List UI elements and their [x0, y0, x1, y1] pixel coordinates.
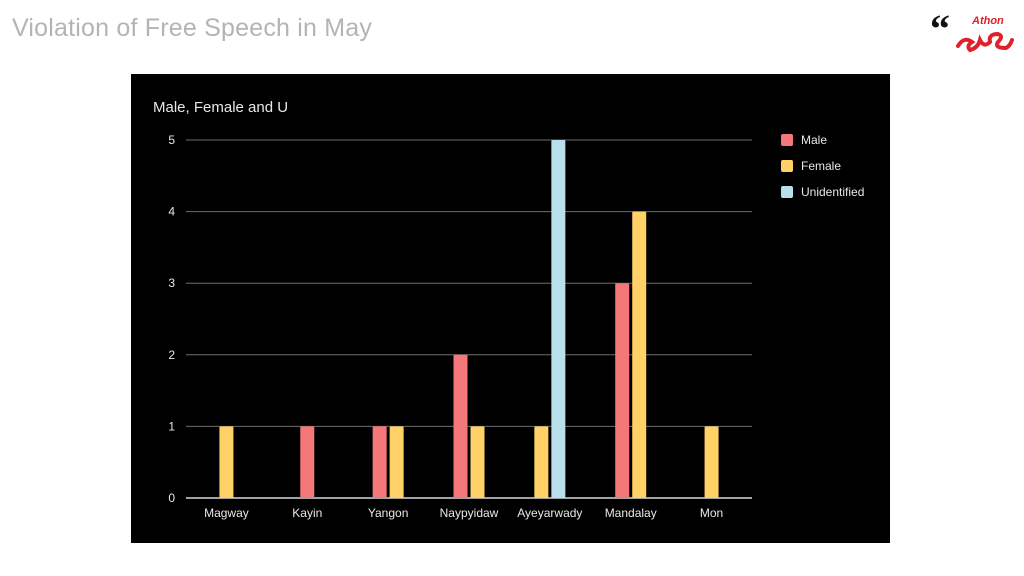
- bar-unidentified-ayeyarwady: [551, 140, 566, 498]
- bar-chart: Male, Female and U 0 1 2 3 4 5 Magway Kayin Yan…: [153, 99, 864, 520]
- gridlines: [186, 139, 752, 499]
- legend-swatch-male: [781, 134, 793, 146]
- chart-panel: Male, Female and U 0 1 2 3 4 5 Magway Kayin Yan…: [131, 74, 890, 543]
- x-tick-label: Kayin: [292, 506, 322, 520]
- x-tick-label: Mon: [700, 506, 723, 520]
- bar-female-mandalay: [632, 211, 647, 498]
- slide-title: Violation of Free Speech in May: [12, 14, 373, 42]
- bar-female-ayeyarwady: [534, 426, 549, 498]
- legend-label-male: Male: [801, 133, 827, 147]
- x-tick-label: Ayeyarwady: [517, 506, 582, 520]
- brand-logo-graphic: “ Athon: [930, 6, 1014, 53]
- bar-female-naypyidaw: [470, 426, 485, 498]
- bar-male-yangon: [372, 426, 387, 498]
- chart-title: Male, Female and U: [153, 99, 288, 116]
- logo-script-flourish: [956, 31, 1014, 53]
- brand-logo: “ Athon: [928, 6, 1020, 58]
- bar-female-mon: [704, 426, 719, 498]
- bar-female-magway: [219, 426, 234, 498]
- y-axis-tick-labels: 0 1 2 3 4 5: [168, 133, 175, 505]
- y-tick-label: 4: [168, 205, 175, 219]
- legend-swatch-female: [781, 160, 793, 172]
- x-axis-tick-labels: Magway Kayin Yangon Naypyidaw Ayeyarwady Mand…: [204, 506, 723, 520]
- y-tick-label: 0: [168, 491, 175, 505]
- bar-male-naypyidaw: [453, 354, 468, 498]
- bar-female-yangon: [389, 426, 404, 498]
- quote-mark-glyph: “: [930, 6, 950, 51]
- y-tick-label: 3: [168, 276, 175, 290]
- x-tick-label: Naypyidaw: [440, 506, 499, 520]
- y-tick-label: 1: [168, 419, 175, 433]
- x-tick-label: Magway: [204, 506, 249, 520]
- legend: Male Female Unidentified: [781, 133, 864, 199]
- x-tick-label: Yangon: [368, 506, 408, 520]
- legend-label-unidentified: Unidentified: [801, 185, 864, 199]
- x-tick-label: Mandalay: [605, 506, 657, 520]
- legend-swatch-unidentified: [781, 186, 793, 198]
- bar-male-mandalay: [615, 283, 630, 498]
- bars: [219, 140, 719, 498]
- legend-label-female: Female: [801, 159, 841, 173]
- bar-male-kayin: [300, 426, 315, 498]
- logo-wordmark: Athon: [971, 15, 1004, 27]
- y-tick-label: 2: [168, 348, 175, 362]
- y-tick-label: 5: [168, 133, 175, 147]
